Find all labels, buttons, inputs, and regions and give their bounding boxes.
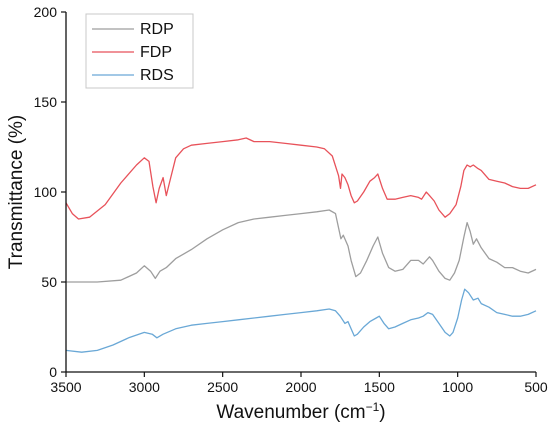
y-axis-title: Transmittance (%) [6,115,27,270]
series-line-fdp [65,137,537,220]
x-tick-label-1500: 1500 [364,379,395,395]
legend: RDP FDP RDS [85,13,194,89]
series-line-rdp [66,209,537,283]
tick-labels: 3500 3000 2500 2000 1500 1000 500 0 50 100 150 200 [34,4,548,395]
x-axis-title-main: Wavenumber (cm [216,402,365,423]
x-axis-title: Wavenumber (cm−1) [216,400,385,423]
x-tick-label-500: 500 [524,379,548,395]
x-tick-label-3500: 3500 [50,379,81,395]
y-tick-label-100: 100 [34,184,58,200]
y-tick-label-150: 150 [34,94,58,110]
legend-label-fdp: FDP [140,44,172,61]
legend-box [85,13,194,89]
y-tick-label-200: 200 [34,4,58,20]
x-axis-title-end: ) [379,402,385,423]
series-line-rds [65,288,537,353]
x-tick-label-1000: 1000 [442,379,473,395]
legend-label-rdp: RDP [140,21,174,38]
x-tick-label-2000: 2000 [285,379,316,395]
ticks [61,11,537,377]
y-tick-label-0: 0 [49,364,57,380]
y-tick-label-50: 50 [41,274,57,290]
x-tick-label-3000: 3000 [129,379,160,395]
plot-lines [65,137,537,353]
x-axis-title-superscript: −1 [366,400,380,414]
x-tick-label-2500: 2500 [207,379,238,395]
legend-label-rds: RDS [140,67,174,84]
